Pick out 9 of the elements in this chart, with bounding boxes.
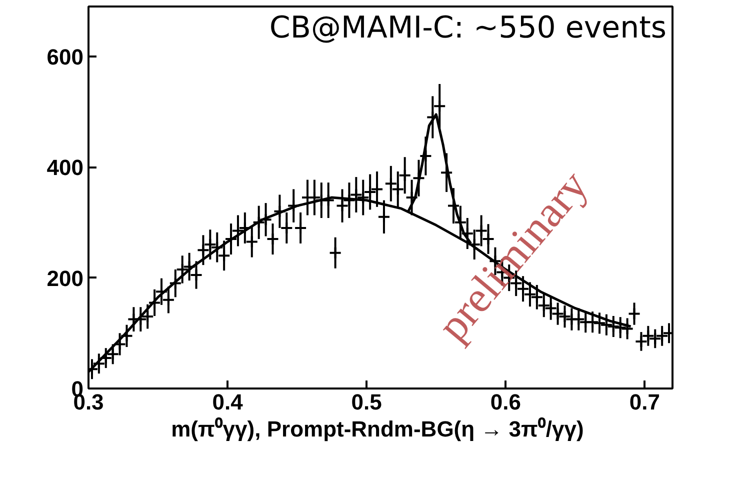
x-tick-label: 0.4 [212, 390, 244, 414]
x-tick-label: 0.5 [351, 390, 382, 414]
y-tick-label: 600 [46, 44, 84, 70]
annotation: CB@MAMI-C: ~550 events [269, 10, 667, 46]
x-tick-label: 0.7 [629, 390, 660, 414]
y-tick-label: 400 [46, 155, 84, 180]
x-axis-title: m(π⁰γγ), Prompt-Rndm-BG(η → 3π⁰/γγ) [171, 416, 584, 442]
y-tick-label: 200 [46, 266, 84, 291]
x-tick-label: 0.6 [490, 390, 521, 414]
